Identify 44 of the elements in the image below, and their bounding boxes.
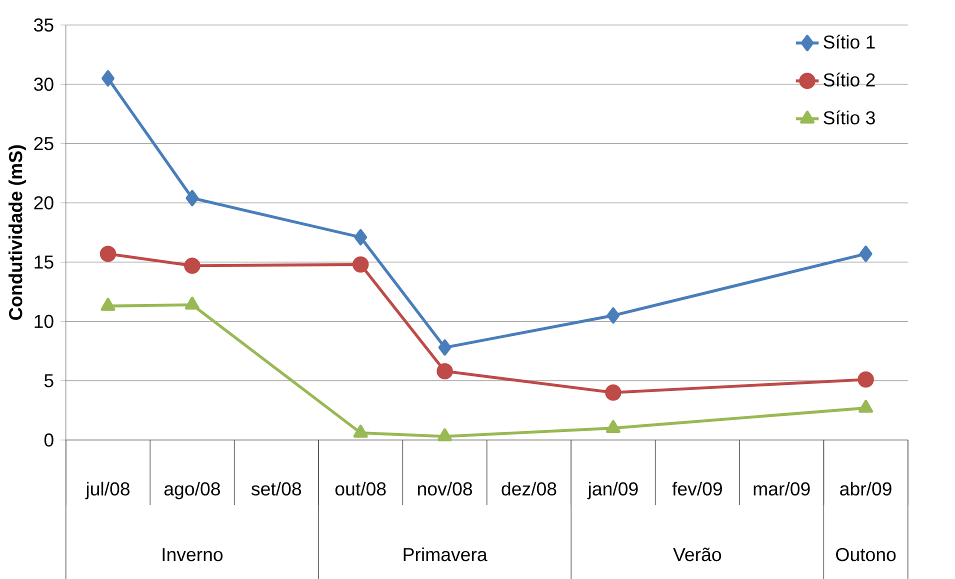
x-tick-label: ago/08 [164, 482, 220, 500]
point [606, 307, 620, 324]
x-tick-label: mar/09 [754, 482, 810, 496]
point [353, 424, 368, 438]
x-tick-label: fev/09 [672, 482, 722, 496]
point [352, 256, 369, 273]
y-axis-title: Condutividade (mS) [8, 145, 26, 320]
text: Primavera [404, 547, 488, 562]
y-tick-label: 0 [44, 433, 54, 447]
point [858, 400, 874, 413]
point [100, 298, 116, 311]
text: Outono [836, 548, 896, 562]
point [186, 190, 199, 206]
x-tick-label: nov/08 [418, 482, 472, 496]
point [438, 428, 452, 442]
y-tick-label: 35 [34, 18, 54, 32]
y-tick-label: 15 [34, 256, 54, 269]
x-tick-label: jul/08 [85, 482, 130, 500]
legend-label: Sítio 3 [824, 110, 875, 124]
legend-label: Sítio 2 [824, 72, 875, 87]
point [184, 258, 200, 274]
y-tick-label: 20 [34, 196, 54, 210]
point [606, 420, 620, 433]
y-tick-label: 30 [34, 78, 54, 91]
x-tick-label: abr/09 [840, 482, 892, 496]
x-tick-label: out/08 [335, 482, 386, 496]
text: Inverno [162, 548, 223, 562]
point [100, 246, 116, 262]
point [184, 296, 200, 310]
point [438, 339, 452, 356]
x-tick-label: jan/09 [587, 482, 638, 500]
point [102, 70, 114, 86]
text: Verão [673, 548, 722, 562]
x-tick-label: set/08 [252, 482, 302, 496]
point [858, 371, 874, 388]
point [859, 246, 872, 262]
point [605, 384, 622, 401]
point [436, 363, 453, 380]
y-tick-label: 5 [44, 374, 54, 388]
y-tick-label: 25 [34, 136, 54, 150]
y-tick-label: 10 [34, 314, 54, 328]
legend-label: Sítio 1 [824, 34, 875, 49]
x-tick-label: dez/08 [502, 482, 556, 496]
point [354, 229, 368, 246]
